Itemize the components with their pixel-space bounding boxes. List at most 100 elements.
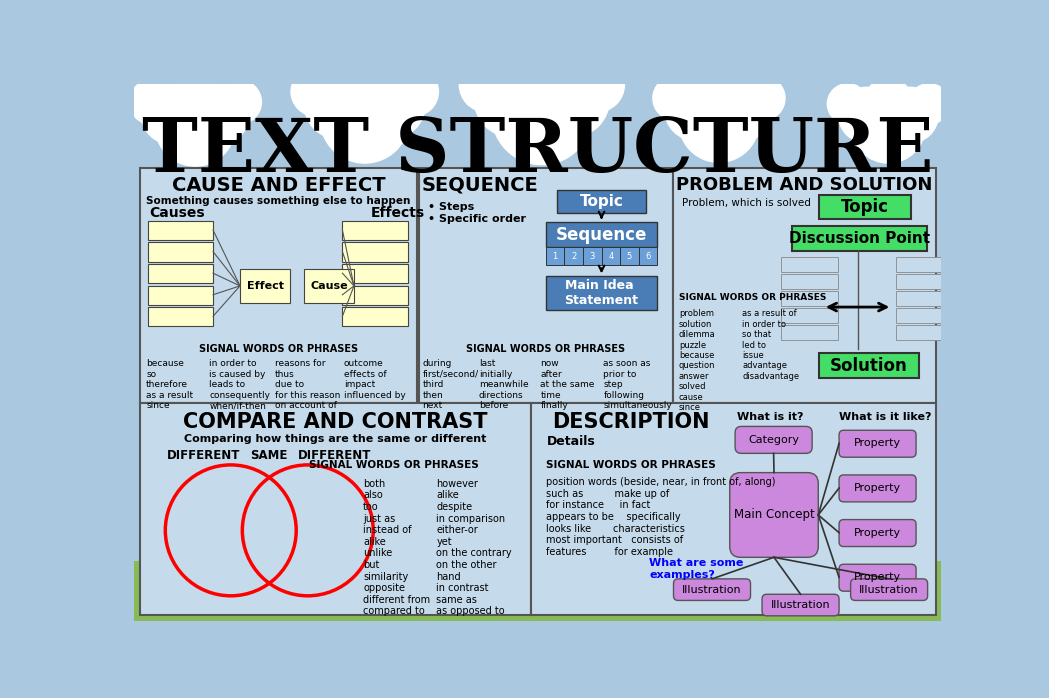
Text: Sequence: Sequence: [556, 225, 647, 244]
Text: problem
solution
dilemma
puzzle
because
question
answer
solved
cause
since: problem solution dilemma puzzle because …: [679, 309, 715, 412]
Circle shape: [304, 71, 371, 138]
Bar: [342, 264, 408, 283]
Text: Illustration: Illustration: [682, 585, 742, 595]
FancyBboxPatch shape: [735, 426, 812, 454]
Circle shape: [713, 80, 773, 140]
Bar: [896, 308, 954, 323]
Bar: [672, 168, 936, 403]
Text: SIGNAL WORDS OR PHRASES: SIGNAL WORDS OR PHRASES: [547, 460, 716, 470]
Text: 4: 4: [608, 252, 614, 261]
Circle shape: [474, 62, 550, 137]
FancyBboxPatch shape: [839, 430, 916, 457]
Text: Cause: Cause: [311, 281, 348, 291]
Circle shape: [828, 84, 868, 124]
Text: outcome
effects of
impact
influenced by: outcome effects of impact influenced by: [344, 359, 406, 400]
Bar: [557, 190, 646, 213]
Circle shape: [883, 87, 938, 143]
Text: Something causes something else to happen: Something causes something else to happe…: [146, 196, 411, 206]
Text: both
also
too
just as
instead of
alike
unlike
but
similarity
opposite
different : both also too just as instead of alike u…: [363, 479, 430, 616]
Circle shape: [693, 70, 745, 122]
Bar: [545, 223, 658, 247]
Text: Effects: Effects: [371, 206, 425, 220]
Text: last
initially
meanwhile
directions
before: last initially meanwhile directions befo…: [478, 359, 529, 410]
Text: Main Idea
Statement: Main Idea Statement: [564, 279, 639, 307]
Text: COMPARE AND CONTRAST: COMPARE AND CONTRAST: [184, 412, 488, 432]
Text: now
after
at the same
time
finally: now after at the same time finally: [540, 359, 595, 410]
Bar: [419, 168, 672, 403]
Text: 6: 6: [645, 252, 650, 261]
FancyBboxPatch shape: [839, 519, 916, 547]
Text: PROBLEM AND SOLUTION: PROBLEM AND SOLUTION: [677, 177, 933, 195]
Bar: [342, 221, 408, 240]
Bar: [134, 561, 942, 621]
Circle shape: [679, 82, 759, 163]
Text: in order to
is caused by
leads to
consequently
when/if-then: in order to is caused by leads to conseq…: [209, 359, 271, 410]
Text: Problem, which is solved: Problem, which is solved: [682, 198, 811, 208]
Text: SEQUENCE: SEQUENCE: [422, 176, 538, 195]
Circle shape: [459, 57, 514, 112]
Text: • Steps: • Steps: [428, 202, 474, 212]
Bar: [780, 291, 838, 306]
Text: because
so
therefore
as a result
since: because so therefore as a result since: [146, 359, 193, 410]
Text: Effect: Effect: [247, 281, 283, 291]
Circle shape: [155, 86, 235, 166]
Text: Illustration: Illustration: [859, 585, 919, 595]
Bar: [140, 168, 418, 403]
Bar: [240, 269, 291, 303]
Bar: [148, 242, 213, 262]
Circle shape: [908, 84, 949, 124]
FancyBboxPatch shape: [851, 579, 927, 600]
Bar: [792, 226, 927, 251]
Bar: [896, 257, 954, 272]
Circle shape: [358, 71, 425, 138]
Text: Comparing how things are the same or different: Comparing how things are the same or dif…: [185, 433, 487, 444]
Bar: [148, 307, 213, 326]
Text: 1: 1: [553, 252, 558, 261]
Circle shape: [534, 62, 609, 137]
Text: SIGNAL WORDS OR PHRASES: SIGNAL WORDS OR PHRASES: [199, 343, 358, 354]
Text: Causes: Causes: [149, 206, 205, 220]
Bar: [342, 307, 408, 326]
Text: Illustration: Illustration: [771, 600, 831, 610]
Text: as a result of
in order to
so that
led to
issue
advantage
disadvantage: as a result of in order to so that led t…: [742, 309, 799, 381]
Bar: [564, 247, 583, 265]
Bar: [148, 264, 213, 283]
Text: Main Concept: Main Concept: [733, 508, 814, 521]
Text: 2: 2: [571, 252, 576, 261]
Text: What is it like?: What is it like?: [839, 413, 932, 422]
FancyBboxPatch shape: [673, 579, 750, 600]
Text: Category: Category: [748, 435, 799, 445]
Circle shape: [852, 89, 925, 163]
Text: Topic: Topic: [841, 198, 890, 216]
Text: SAME: SAME: [251, 450, 288, 462]
Circle shape: [291, 67, 340, 116]
Text: position words (beside, near, in front of, along)
such as          make up of
fo: position words (beside, near, in front o…: [547, 477, 776, 557]
Bar: [620, 247, 639, 265]
Text: Property: Property: [854, 572, 901, 582]
FancyBboxPatch shape: [762, 594, 839, 616]
Bar: [342, 242, 408, 262]
Circle shape: [510, 50, 575, 114]
Circle shape: [320, 74, 409, 163]
FancyBboxPatch shape: [839, 564, 916, 591]
Text: DESCRIPTION: DESCRIPTION: [553, 412, 710, 432]
Text: SIGNAL WORDS OR PHRASES: SIGNAL WORDS OR PHRASES: [466, 343, 625, 354]
Circle shape: [142, 84, 201, 144]
Text: Details: Details: [547, 436, 595, 448]
Text: Property: Property: [854, 528, 901, 537]
Text: Discussion Point: Discussion Point: [789, 231, 930, 246]
FancyBboxPatch shape: [730, 473, 818, 557]
Text: TEXT STRUCTURE: TEXT STRUCTURE: [142, 115, 934, 188]
Circle shape: [492, 64, 592, 165]
Bar: [780, 274, 838, 290]
Circle shape: [129, 80, 173, 124]
Bar: [583, 247, 601, 265]
Bar: [304, 269, 354, 303]
Text: DIFFERENT: DIFFERENT: [298, 450, 371, 462]
Circle shape: [189, 84, 250, 144]
Circle shape: [336, 60, 393, 119]
Text: SIGNAL WORDS OR PHRASES: SIGNAL WORDS OR PHRASES: [679, 293, 827, 302]
Text: Property: Property: [854, 483, 901, 493]
Bar: [896, 325, 954, 340]
Bar: [780, 325, 838, 340]
